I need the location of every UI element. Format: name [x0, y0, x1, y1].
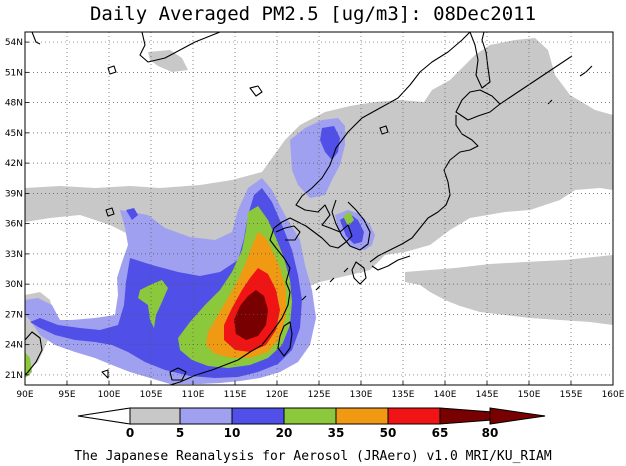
colorbar-label: 20	[276, 426, 293, 440]
latitude-label: 48N	[5, 99, 23, 109]
latitude-label: 36N	[5, 220, 23, 230]
colorbar-label: 50	[380, 426, 397, 440]
latitude-label: 21N	[5, 371, 23, 381]
latitude-label: 39N	[5, 189, 23, 199]
longitude-label: 130E	[350, 390, 373, 400]
credit-text: The Japanese Reanalysis for Aerosol (JRA…	[74, 449, 552, 464]
map-title: Daily Averaged PM2.5 [ug/m3]: 08Dec2011	[90, 3, 536, 25]
graticule	[25, 32, 613, 385]
longitude-label: 95E	[58, 390, 75, 400]
longitude-label: 155E	[560, 390, 583, 400]
colorbar-swatch	[231, 407, 285, 425]
colorbar-swatch	[387, 407, 441, 425]
longitude-label: 105E	[140, 390, 163, 400]
longitude-label: 115E	[224, 390, 247, 400]
latitude-label: 27N	[5, 310, 23, 320]
longitude-label: 135E	[392, 390, 415, 400]
longitude-label: 110E	[182, 390, 205, 400]
coastlines	[25, 32, 593, 385]
colorbar: 0 5 10 20 35 50 65 80	[77, 407, 546, 440]
latitude-label: 51N	[5, 68, 23, 78]
latitude-label: 42N	[5, 159, 23, 169]
plot-area	[25, 32, 613, 385]
longitude-label: 145E	[476, 390, 499, 400]
colorbar-label: 35	[328, 426, 345, 440]
longitude-label: 140E	[434, 390, 457, 400]
longitude-label: 100E	[98, 390, 121, 400]
colorbar-swatch	[335, 407, 389, 425]
longitude-label: 90E	[16, 390, 33, 400]
longitude-label: 120E	[266, 390, 289, 400]
longitude-label: 125E	[308, 390, 331, 400]
latitude-label: 33N	[5, 250, 23, 260]
colorbar-swatch	[129, 407, 181, 425]
colorbar-label: 80	[482, 426, 499, 440]
colorbar-label: 5	[176, 426, 184, 440]
latitude-label: 45N	[5, 129, 23, 139]
colorbar-label: 65	[432, 426, 449, 440]
colorbar-swatch	[77, 407, 131, 425]
pm25-band-over-80	[234, 290, 268, 340]
latitude-label: 24N	[5, 341, 23, 351]
latitude-label: 54N	[5, 38, 23, 48]
longitude-label: 150E	[518, 390, 541, 400]
colorbar-label: 10	[224, 426, 241, 440]
longitude-labels: 90E 95E 100E 105E 110E 115E 120E 125E 130E 135E 14…	[16, 381, 625, 400]
longitude-label: 160E	[602, 390, 625, 400]
latitude-labels: 21N 24N 27N 30N 33N 36N 39N 42N 45N 48N 51N 54N	[5, 38, 29, 381]
colorbar-label: 0	[126, 426, 134, 440]
colorbar-swatch	[283, 407, 337, 425]
colorbar-swatch	[179, 407, 233, 425]
latitude-label: 30N	[5, 280, 23, 290]
